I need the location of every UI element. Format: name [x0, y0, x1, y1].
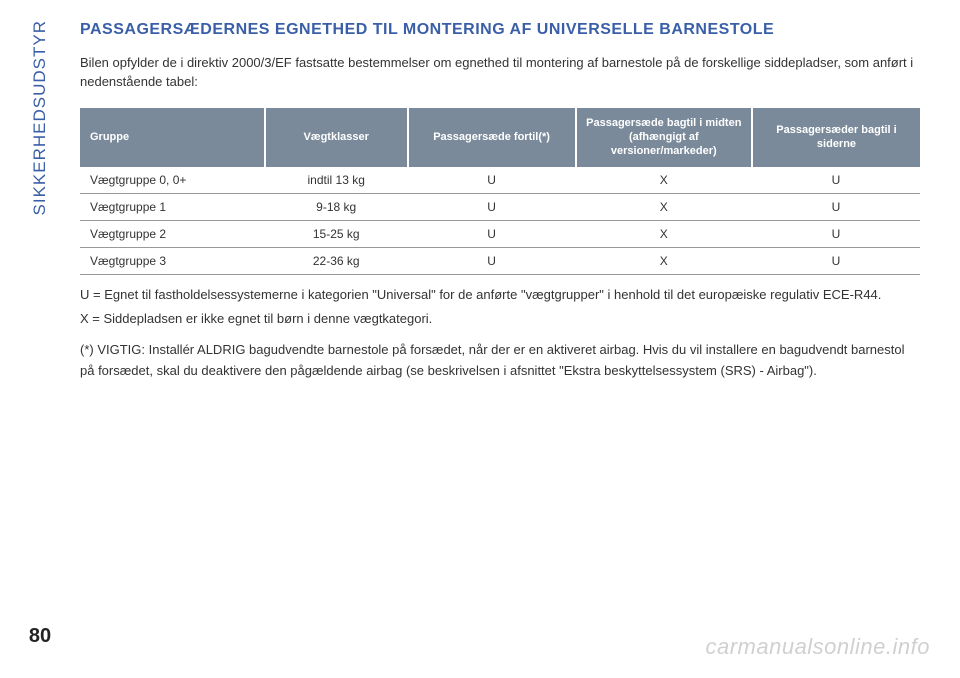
manual-page: SIKKERHEDSUDSTYR 80 PASSAGERSÆDERNES EGN… [0, 0, 960, 678]
cell-group: Vægtgruppe 2 [80, 220, 265, 247]
legend-block: U = Egnet til fastholdelsessystemerne i … [80, 285, 920, 331]
cell-rear-center: X [576, 167, 752, 194]
col-header-group: Gruppe [80, 108, 265, 167]
cell-front: U [408, 220, 576, 247]
cell-rear-center: X [576, 193, 752, 220]
table-row: Vægtgruppe 0, 0+ indtil 13 kg U X U [80, 167, 920, 194]
cell-weight: 22-36 kg [265, 247, 408, 274]
cell-rear-side: U [752, 247, 920, 274]
cell-group: Vægtgruppe 3 [80, 247, 265, 274]
cell-front: U [408, 247, 576, 274]
compatibility-table: Gruppe Vægtklasser Passagersæde fortil(*… [80, 108, 920, 275]
footnote-text: (*) VIGTIG: Installér ALDRIG bagudvendte… [80, 340, 920, 382]
cell-weight: 15-25 kg [265, 220, 408, 247]
col-header-rear-center: Passagersæde bagtil i midten (afhængigt … [576, 108, 752, 167]
intro-paragraph: Bilen opfylder de i direktiv 2000/3/EF f… [80, 53, 920, 92]
cell-rear-side: U [752, 220, 920, 247]
content-area: PASSAGERSÆDERNES EGNETHED TIL MONTERING … [60, 20, 920, 658]
table-body: Vægtgruppe 0, 0+ indtil 13 kg U X U Vægt… [80, 167, 920, 275]
col-header-front: Passagersæde fortil(*) [408, 108, 576, 167]
section-label: SIKKERHEDSUDSTYR [30, 20, 50, 215]
cell-rear-center: X [576, 247, 752, 274]
table-header-row: Gruppe Vægtklasser Passagersæde fortil(*… [80, 108, 920, 167]
legend-u: U = Egnet til fastholdelsessystemerne i … [80, 285, 920, 306]
cell-rear-center: X [576, 220, 752, 247]
legend-x: X = Siddepladsen er ikke egnet til børn … [80, 309, 920, 330]
table-row: Vægtgruppe 1 9-18 kg U X U [80, 193, 920, 220]
page-number: 80 [29, 625, 51, 648]
footnote-block: (*) VIGTIG: Installér ALDRIG bagudvendte… [80, 340, 920, 382]
cell-group: Vægtgruppe 0, 0+ [80, 167, 265, 194]
page-title: PASSAGERSÆDERNES EGNETHED TIL MONTERING … [80, 20, 920, 41]
cell-rear-side: U [752, 193, 920, 220]
table-row: Vægtgruppe 3 22-36 kg U X U [80, 247, 920, 274]
cell-weight: indtil 13 kg [265, 167, 408, 194]
col-header-rear-side: Passagersæder bagtil i siderne [752, 108, 920, 167]
table-row: Vægtgruppe 2 15-25 kg U X U [80, 220, 920, 247]
sidebar: SIKKERHEDSUDSTYR 80 [20, 20, 60, 658]
cell-front: U [408, 193, 576, 220]
cell-rear-side: U [752, 167, 920, 194]
cell-group: Vægtgruppe 1 [80, 193, 265, 220]
col-header-weight: Vægtklasser [265, 108, 408, 167]
cell-front: U [408, 167, 576, 194]
cell-weight: 9-18 kg [265, 193, 408, 220]
